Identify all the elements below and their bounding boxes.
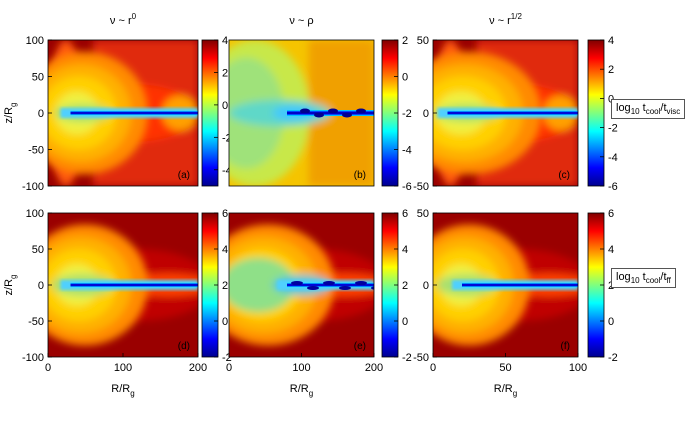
colorbar-tick-label: -6 xyxy=(608,181,618,193)
y-axis-label: z/Rg xyxy=(3,275,18,296)
colorbar-tick-label: -2 xyxy=(608,352,618,364)
y-tick-label: 0 xyxy=(423,108,429,120)
panel-label: (a) xyxy=(178,170,190,181)
lobe xyxy=(229,224,335,346)
x-tick-label: 0 xyxy=(430,362,436,374)
colorbar xyxy=(588,40,604,186)
colorbar-frame xyxy=(587,39,605,187)
legend-top-label: log10 tcool/tvisc xyxy=(616,102,681,117)
colorbar xyxy=(202,40,218,186)
panel-label: (b) xyxy=(354,170,366,181)
y-tick-label: 0 xyxy=(38,108,44,120)
axes-frame xyxy=(228,39,375,187)
legend-top: log10 tcool/tvisc xyxy=(611,99,686,120)
disk-band xyxy=(70,282,198,288)
panel-label: (c) xyxy=(558,170,570,181)
colorbar-tick-label: 2 xyxy=(222,67,228,79)
colorbar-tick-label: 6 xyxy=(402,208,408,220)
y-tick-label: -50 xyxy=(413,181,429,193)
y-tick-label: 100 xyxy=(26,35,44,47)
colorbar-tick-label: 2 xyxy=(222,280,228,292)
panel-a: (a) 100 50 0 -50 -100 ν ~ r0 z/Rg 4 2 0 -2 -4 xyxy=(3,12,232,193)
colorbar-tick-label: 4 xyxy=(402,244,408,256)
heatmap-field xyxy=(48,40,198,186)
y-tick-label: -50 xyxy=(28,145,44,157)
y-tick-label: 100 xyxy=(26,208,44,220)
x-tick-label: 100 xyxy=(569,362,587,374)
column-title: ν ~ ρ xyxy=(289,15,313,27)
legend-bottom-label: log10 tcool/tff xyxy=(616,271,671,286)
column-title: ν ~ r0 xyxy=(110,12,137,27)
x-tick-label: 100 xyxy=(114,362,132,374)
y-tick-label: 50 xyxy=(32,244,44,256)
y-tick-label: -100 xyxy=(22,352,44,364)
colorbar-tick-label: -2 xyxy=(608,123,618,135)
legend-bottom: log10 tcool/tff xyxy=(611,268,676,289)
y-tick-label: -100 xyxy=(22,181,44,193)
x-axis-label: R/Rg xyxy=(111,383,134,398)
panel-label: (e) xyxy=(354,341,366,352)
heatmap-field xyxy=(433,213,578,357)
disk-band xyxy=(462,282,578,288)
x-axis-label: R/Rg xyxy=(290,383,313,398)
heatmap-field xyxy=(433,40,578,186)
x-tick-label: 50 xyxy=(499,362,511,374)
x-tick-label: 100 xyxy=(292,362,310,374)
y-tick-label: 50 xyxy=(417,208,429,220)
colorbar-tick-label: -6 xyxy=(402,181,412,193)
y-tick-label: 0 xyxy=(423,280,429,292)
colorbar-tick-label: 2 xyxy=(608,64,614,76)
colorbar-tick-label: -2 xyxy=(222,352,232,364)
colorbar-tick-label: 6 xyxy=(608,208,614,220)
heatmap-field xyxy=(48,213,198,357)
colorbar-tick-label: -2 xyxy=(402,352,412,364)
colorbar-tick-label: 0 xyxy=(402,72,408,84)
panel-e: (e) 0 100 200 R/Rg 6 4 2 0 -2 xyxy=(226,208,412,398)
heatmap-field xyxy=(229,213,374,357)
panel-b: (b) ν ~ ρ 2 0 -2 -4 -6 xyxy=(228,15,412,193)
panel-label: (f) xyxy=(561,341,570,352)
x-tick-label: 0 xyxy=(226,362,232,374)
x-tick-label: 0 xyxy=(45,362,51,374)
y-tick-label: 50 xyxy=(417,35,429,47)
disk-band xyxy=(447,110,578,116)
y-tick-label: -50 xyxy=(413,352,429,364)
colorbar-tick-label: 0 xyxy=(222,100,228,112)
y-tick-label: 0 xyxy=(38,280,44,292)
panel-c: (c)500-50ν ~ r1/2420-2-4-6 xyxy=(413,12,618,193)
colorbar-tick-label: -4 xyxy=(608,152,618,164)
disk-band xyxy=(287,282,374,288)
colorbar-tick-label: 0 xyxy=(402,316,408,328)
x-axis-label: R/Rg xyxy=(494,383,517,398)
colorbar-tick-label: 2 xyxy=(402,35,408,47)
colorbar-tick-label: 2 xyxy=(402,280,408,292)
colorbar-tick-label: -4 xyxy=(402,145,412,157)
colorbar-tick-label: 6 xyxy=(222,208,228,220)
colorbar-tick-label: -2 xyxy=(222,132,232,144)
panel-label: (d) xyxy=(178,341,190,352)
y-axis-label: z/Rg xyxy=(3,103,18,124)
colorbar-tick-label: 4 xyxy=(222,35,228,47)
colorbar-tick-label: 0 xyxy=(222,316,228,328)
disk-band xyxy=(70,110,198,116)
heatmap-field xyxy=(229,40,374,186)
column-title: ν ~ r1/2 xyxy=(489,12,522,27)
colorbar-tick-label: 4 xyxy=(222,244,228,256)
colorbar-frame xyxy=(201,39,219,187)
colorbar-tick-label: 4 xyxy=(608,35,614,47)
colorbar-tick-label: 0 xyxy=(608,316,614,328)
y-tick-label: 50 xyxy=(32,72,44,84)
colorbar-tick-label: 4 xyxy=(608,244,614,256)
x-tick-label: 200 xyxy=(189,362,207,374)
colorbar-tick-label: -4 xyxy=(222,165,232,177)
y-tick-label: -50 xyxy=(28,316,44,328)
colorbar-tick-label: -2 xyxy=(402,108,412,120)
x-tick-label: 200 xyxy=(365,362,383,374)
